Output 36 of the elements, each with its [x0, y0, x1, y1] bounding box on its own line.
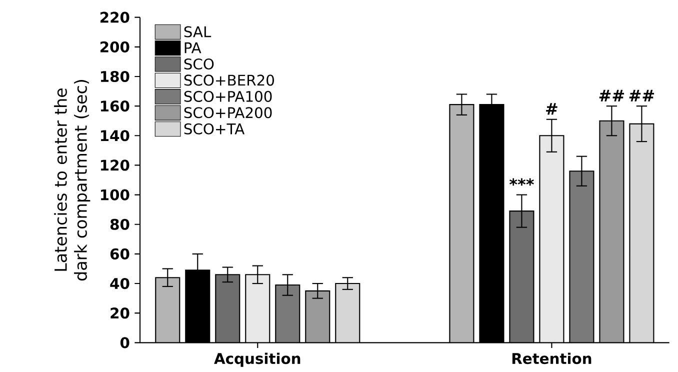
legend-label: SCO+TA — [184, 123, 245, 134]
x-tick-label: Retention — [512, 352, 592, 364]
bar — [599, 120, 624, 343]
bar — [156, 278, 180, 343]
y-tick-label: 200 — [100, 41, 130, 52]
bar — [569, 170, 594, 343]
data-label: ## — [629, 90, 654, 102]
y-tick-label: 80 — [110, 218, 130, 230]
y-tick-label: 120 — [100, 160, 130, 171]
y-tick-label: 100 — [100, 189, 130, 200]
legend-label: SCO — [184, 58, 214, 70]
bar — [246, 274, 270, 343]
y-tick-label: 0 — [120, 337, 130, 348]
y-tick-label: 160 — [100, 100, 130, 112]
data-label: # — [546, 103, 558, 115]
legend-label: PA — [184, 42, 202, 54]
legend-label: SCO+PA200 — [184, 107, 272, 118]
y-tick-label: 140 — [100, 130, 130, 142]
legend-label: SCO+BER20 — [184, 74, 274, 86]
y-tick-label: 40 — [110, 278, 130, 290]
y-tick-label: 60 — [110, 248, 130, 260]
data-label: ## — [599, 90, 624, 102]
bar — [276, 284, 300, 343]
bar — [509, 210, 534, 343]
legend-label: SAL — [184, 26, 212, 38]
data-label: *** — [509, 178, 534, 186]
y-tick-label: 20 — [110, 308, 130, 319]
bar — [306, 290, 330, 343]
legend-label: SCO+PA100 — [184, 90, 272, 102]
bar — [449, 104, 474, 343]
y-tick-label: 220 — [100, 12, 130, 23]
y-axis-title: Latencies to enter the dark compartment (sec) — [54, 80, 90, 281]
bar — [539, 135, 564, 343]
bar — [216, 274, 240, 343]
y-tick-label: 180 — [100, 70, 130, 82]
x-tick-label: Acqusition — [214, 352, 300, 367]
